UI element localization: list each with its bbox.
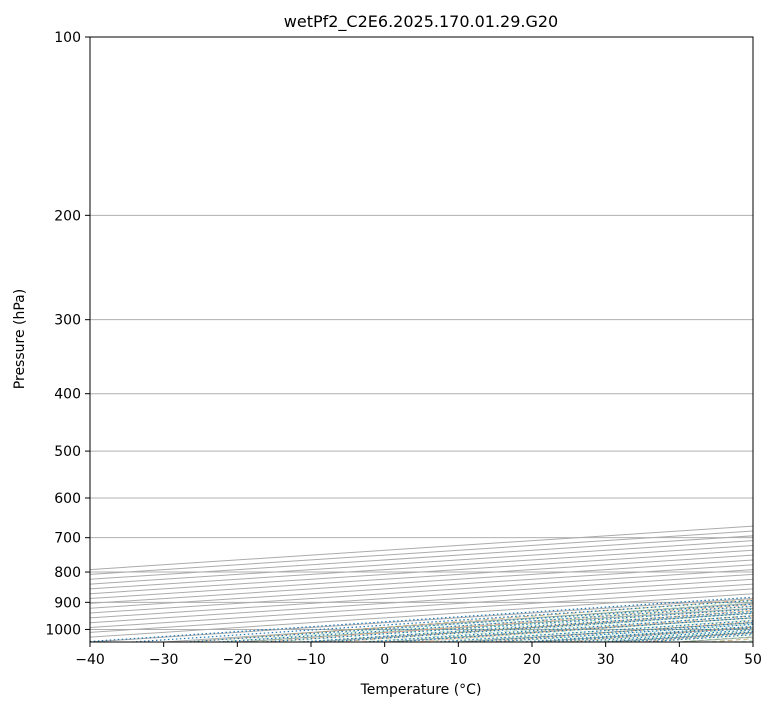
y-tick-label: 200 <box>54 208 81 224</box>
dry-adiabat-line <box>188 599 753 642</box>
plot-frame <box>89 36 754 643</box>
moist-adiabat-line <box>187 599 753 642</box>
y-tick-label: 700 <box>54 531 81 547</box>
y-tick-label: 400 <box>54 387 81 403</box>
x-tick-label: 10 <box>449 652 467 668</box>
mixing-ratio-line <box>131 599 753 642</box>
x-tick-label: −10 <box>296 652 326 668</box>
x-tick-label: −30 <box>149 652 179 668</box>
y-tick-label: 900 <box>54 595 81 611</box>
y-axis-label: Pressure (hPa) <box>12 289 28 389</box>
y-tick-label: 800 <box>54 565 81 581</box>
axes: −40 −30 −20 −10 0 10 20 30 40 50 100 200 300 400 500 60… <box>45 30 762 668</box>
isotherm-line <box>90 535 753 580</box>
background-lines <box>90 37 753 642</box>
x-tick-label: 40 <box>670 652 688 668</box>
x-tick-label: 30 <box>597 652 615 668</box>
isotherm-line <box>90 525 753 571</box>
y-tick-label: 100 <box>54 30 81 46</box>
y-tick-label: 600 <box>54 491 81 507</box>
x-tick-label: 20 <box>523 652 541 668</box>
x-tick-label: 0 <box>380 652 389 668</box>
x-tick-label: −20 <box>223 652 253 668</box>
x-axis-label: Temperature (°C) <box>360 682 482 698</box>
y-tick-label: 500 <box>54 444 81 460</box>
y-tick-label: 300 <box>54 313 81 329</box>
chart-title: wetPf2_C2E6.2025.170.01.29.G20 <box>284 12 558 32</box>
isotherm-line <box>90 530 753 575</box>
mixing-ratio-line <box>185 603 753 642</box>
x-tick-label: −40 <box>75 652 105 668</box>
y-tick-label: 1000 <box>45 622 81 638</box>
mixing-ratio-line <box>90 596 753 642</box>
x-tick-label: 50 <box>744 652 762 668</box>
isotherm-line <box>90 540 753 585</box>
